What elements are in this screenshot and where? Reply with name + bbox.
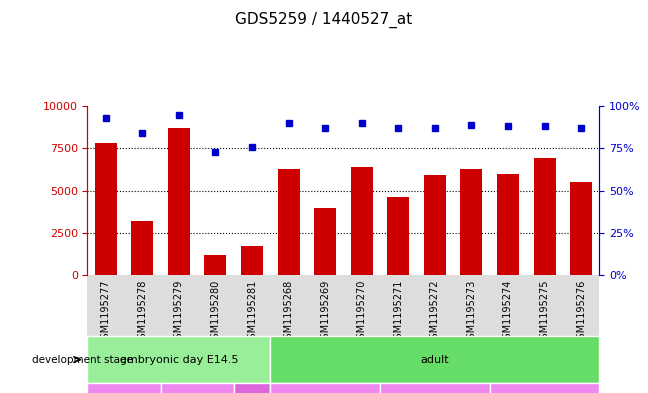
Bar (205, 255, 226, 275)
Text: embryonic day E14.5: embryonic day E14.5 (120, 354, 238, 365)
Text: development stage: development stage (32, 354, 133, 365)
Bar (533, 158, 555, 275)
Bar (351, 167, 373, 275)
Text: adult: adult (421, 354, 449, 365)
Bar (424, 175, 446, 275)
Bar (461, 169, 482, 275)
Bar (497, 174, 519, 275)
Text: GDS5259 / 1440527_at: GDS5259 / 1440527_at (235, 12, 413, 28)
Bar (95, 143, 117, 275)
Bar (388, 197, 410, 275)
Bar (241, 246, 263, 275)
Bar (277, 169, 299, 275)
Bar (168, 128, 190, 275)
Bar (132, 221, 154, 275)
Bar (570, 182, 592, 275)
Bar (314, 208, 336, 275)
